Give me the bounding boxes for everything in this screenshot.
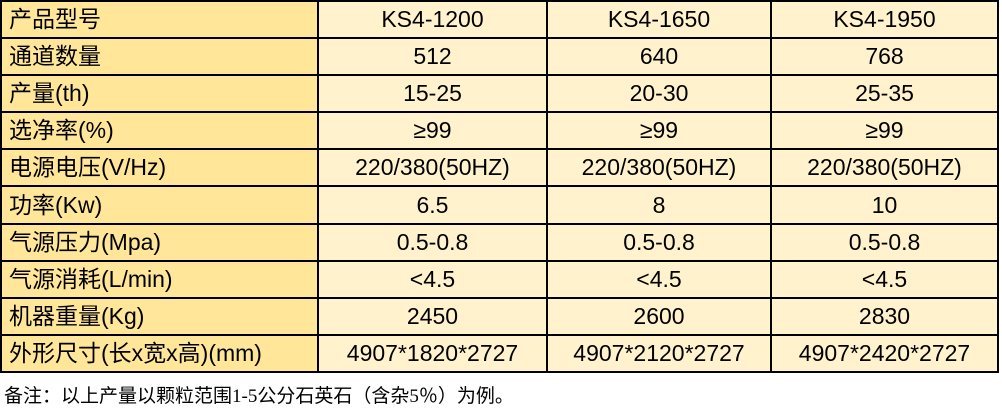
table-row-weight: 机器重量(Kg) 2450 2600 2830 <box>0 296 999 336</box>
value-cell: 220/380(50HZ) <box>317 148 548 188</box>
remark-note: 备注：以上产量以颗粒范围1-5公分石英石（含杂5％）为例。 <box>4 386 514 407</box>
row-label-purity: 选净率(%) <box>0 111 319 151</box>
value-cell: 25-35 <box>770 74 999 114</box>
value-cell: 6.5 <box>317 185 548 225</box>
value-cell: ≥99 <box>546 111 772 151</box>
value-cell: ≥99 <box>770 111 999 151</box>
row-label-capacity: 产量(th) <box>0 74 319 114</box>
value-cell: 4907*2420*2727 <box>770 333 999 374</box>
row-label-dimensions: 外形尺寸(长x宽x高)(mm) <box>0 333 319 374</box>
value-cell: 2600 <box>546 296 772 336</box>
value-cell: 0.5-0.8 <box>317 222 548 262</box>
model-cell: KS4-1200 <box>317 0 548 40</box>
value-cell: 20-30 <box>546 74 772 114</box>
row-label-air-consumption: 气源消耗(L/min) <box>0 259 319 299</box>
row-label-voltage: 电源电压(V/Hz) <box>0 148 319 188</box>
product-spec-table: 产品型号 KS4-1200 KS4-1650 KS4-1950 通道数量 512… <box>0 0 999 374</box>
value-cell: 2450 <box>317 296 548 336</box>
table-row-purity: 选净率(%) ≥99 ≥99 ≥99 <box>0 111 999 151</box>
table-row-model: 产品型号 KS4-1200 KS4-1650 KS4-1950 <box>0 0 999 40</box>
value-cell: <4.5 <box>317 259 548 299</box>
model-cell: KS4-1650 <box>546 0 772 40</box>
model-cell: KS4-1950 <box>770 0 999 40</box>
row-label-power: 功率(Kw) <box>0 185 319 225</box>
table-row-air-pressure: 气源压力(Mpa) 0.5-0.8 0.5-0.8 0.5-0.8 <box>0 222 999 262</box>
row-label-channels: 通道数量 <box>0 37 319 77</box>
value-cell: 15-25 <box>317 74 548 114</box>
value-cell: 220/380(50HZ) <box>770 148 999 188</box>
value-cell: 8 <box>546 185 772 225</box>
row-label-air-pressure: 气源压力(Mpa) <box>0 222 319 262</box>
value-cell: 10 <box>770 185 999 225</box>
table-row-power: 功率(Kw) 6.5 8 10 <box>0 185 999 225</box>
table-row-dimensions: 外形尺寸(长x宽x高)(mm) 4907*1820*2727 4907*2120… <box>0 333 999 374</box>
value-cell: 2830 <box>770 296 999 336</box>
table-row-voltage: 电源电压(V/Hz) 220/380(50HZ) 220/380(50HZ) 2… <box>0 148 999 188</box>
row-label-weight: 机器重量(Kg) <box>0 296 319 336</box>
table-row-air-consumption: 气源消耗(L/min) <4.5 <4.5 <4.5 <box>0 259 999 299</box>
value-cell: 768 <box>770 37 999 77</box>
value-cell: 4907*1820*2727 <box>317 333 548 374</box>
table-row-capacity: 产量(th) 15-25 20-30 25-35 <box>0 74 999 114</box>
value-cell: ≥99 <box>317 111 548 151</box>
value-cell: 0.5-0.8 <box>770 222 999 262</box>
value-cell: 220/380(50HZ) <box>546 148 772 188</box>
row-label-model: 产品型号 <box>0 0 319 40</box>
table-row-channels: 通道数量 512 640 768 <box>0 37 999 77</box>
value-cell: <4.5 <box>770 259 999 299</box>
value-cell: 512 <box>317 37 548 77</box>
value-cell: 640 <box>546 37 772 77</box>
value-cell: <4.5 <box>546 259 772 299</box>
value-cell: 0.5-0.8 <box>546 222 772 262</box>
value-cell: 4907*2120*2727 <box>546 333 772 374</box>
